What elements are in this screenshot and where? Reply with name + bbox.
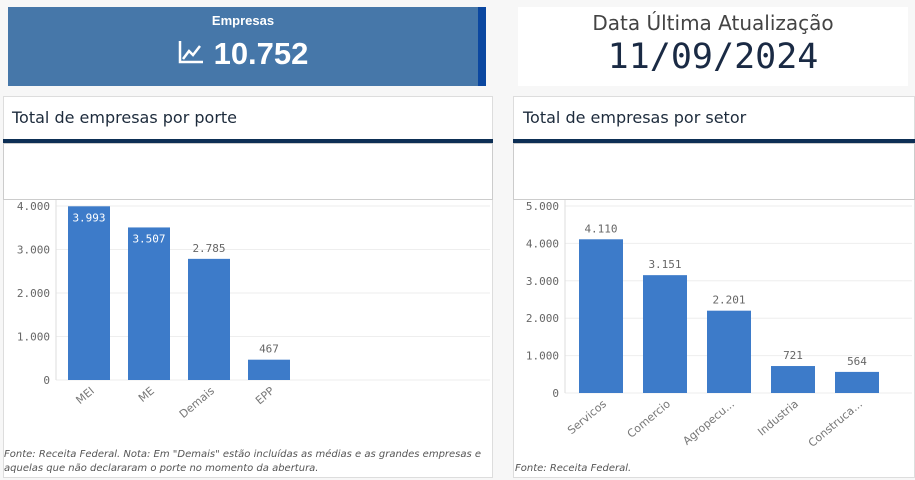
y-tick-label: 0 [552,387,559,400]
title-underline [513,139,915,143]
bar [68,206,110,380]
bar-value-label: 721 [783,349,803,362]
bar-value-label: 3.993 [72,211,105,224]
bar-value-label: 564 [847,355,867,368]
kpi-label: Empresas [211,13,275,28]
y-tick-label: 4.000 [17,200,50,213]
title-underline [3,139,493,143]
chart-note-setor: Fonte: Receita Federal. [515,463,632,474]
bar [188,258,230,380]
bar-value-label: 3.151 [648,258,681,271]
x-tick-label: Industria [755,397,801,438]
bar-value-label: 3.507 [132,232,165,245]
y-tick-label: 5.000 [526,200,559,213]
x-tick-label: Construca... [806,397,865,450]
chart-title-porte: Total de empresas por porte [12,108,238,127]
bar-value-label: 467 [259,343,279,356]
bar-value-label: 2.201 [712,294,745,307]
x-tick-label: Agropecu... [680,397,736,447]
chart-filter-area [513,143,915,200]
chart-filter-area [3,143,493,200]
bar [128,227,170,380]
chart-title-setor: Total de empresas por setor [523,108,747,127]
bar-value-label: 4.110 [584,222,617,235]
y-tick-label: 1.000 [526,350,559,363]
chart-note-porte: Fonte: Receita Federal. Nota: Em "Demais… [4,449,482,474]
last-update-label: Data Última Atualização [592,11,834,35]
y-tick-label: 3.000 [17,244,50,257]
kpi-empresas: Empresas 10.752 [8,7,486,86]
bar [248,359,290,380]
bar [707,310,751,393]
kpi-value: 10.752 [213,36,309,71]
y-tick-label: 0 [43,374,50,387]
bar [579,239,623,393]
last-update-value: 11/09/2024 [607,37,819,77]
y-tick-label: 2.000 [17,287,50,300]
y-tick-label: 1.000 [17,331,50,344]
y-tick-label: 2.000 [526,312,559,325]
x-tick-label: Servicos [565,397,609,437]
line-chart-icon [178,36,204,72]
bar [643,275,687,393]
y-tick-label: 4.000 [526,237,559,250]
chart-porte: 01.0002.0003.0004.0003.993MEI3.507ME2.78… [17,200,490,421]
x-tick-label: Comercio [625,397,673,441]
bar-value-label: 2.785 [192,242,225,255]
bar [835,371,879,393]
last-update: Data Última Atualização 11/09/2024 [518,7,908,86]
bar [771,366,815,393]
y-tick-label: 3.000 [526,275,559,288]
